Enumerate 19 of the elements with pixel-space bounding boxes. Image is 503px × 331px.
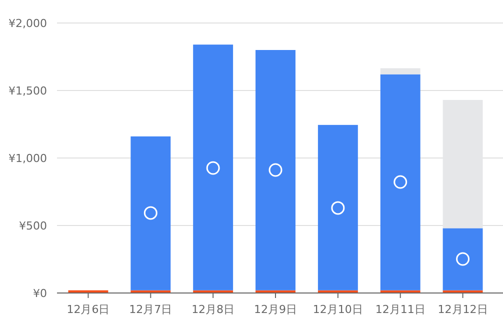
y-tick-label: ¥2,000: [8, 17, 47, 30]
y-tick-label: ¥1,500: [8, 84, 47, 98]
bar: [442, 228, 483, 290]
bar: [193, 44, 234, 290]
bar: [380, 74, 420, 290]
x-tick-label: 12月9日: [254, 303, 297, 316]
y-tick-label: ¥0: [33, 287, 47, 300]
x-tick-label: 12月11日: [375, 303, 426, 316]
x-tick-label: 12月10日: [312, 303, 363, 316]
y-tick-label: ¥500: [19, 220, 47, 232]
x-tick-label: 12月6日: [66, 303, 110, 316]
y-tick-label: ¥1,000: [8, 152, 47, 165]
bar: [380, 68, 420, 74]
bar: [318, 124, 358, 290]
x-tick-label: 12月7日: [129, 303, 172, 316]
bar: [256, 50, 296, 290]
x-tick-label: 12月8日: [192, 303, 235, 316]
bar: [130, 136, 171, 290]
x-tick-label: 12月12日: [438, 303, 488, 316]
